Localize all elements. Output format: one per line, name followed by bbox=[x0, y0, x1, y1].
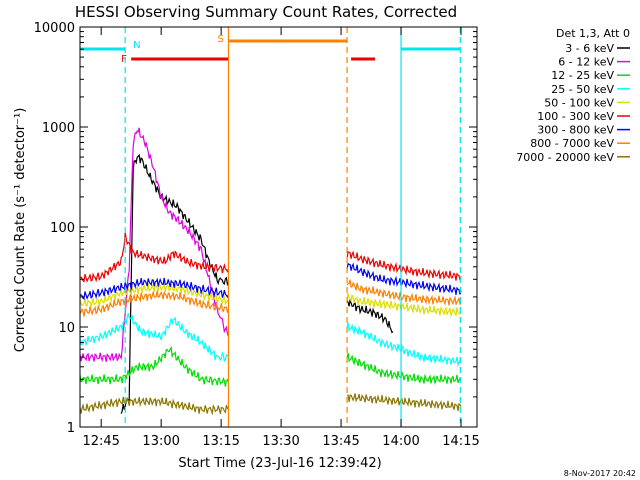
series-line-50-100-kev bbox=[79, 282, 229, 307]
series-line-3-6-kev-after-gap bbox=[346, 299, 394, 334]
flag-label-s: S bbox=[217, 34, 223, 45]
x-tick-label: 13:00 bbox=[142, 434, 179, 449]
y-tick-label: 10000 bbox=[34, 21, 75, 36]
series-line-300-800-kev-after-gap bbox=[346, 262, 462, 295]
series-line-7000-20000-kev-after-gap bbox=[347, 393, 462, 412]
legend-label: 50 - 100 keV bbox=[544, 96, 614, 109]
series-line-50-100-kev-after-gap bbox=[346, 292, 462, 318]
y-axis-label: Corrected Count Rate (s⁻¹ detector⁻¹) bbox=[13, 108, 28, 353]
flag-label-n: N bbox=[133, 40, 140, 51]
series-line-800-7000-kev-after-gap bbox=[346, 279, 462, 306]
series-line-7000-20000-kev bbox=[79, 396, 229, 416]
legend-label: 12 - 25 keV bbox=[551, 69, 614, 82]
data-gap bbox=[228, 45, 347, 426]
legend-header: Det 1,3, Att 0 bbox=[556, 27, 630, 40]
legend-label: 7000 - 20000 keV bbox=[516, 151, 614, 164]
footer-timestamp: 8-Nov-2017 20:42 bbox=[564, 469, 636, 478]
y-tick-label: 1000 bbox=[42, 121, 75, 136]
legend-label: 3 - 6 keV bbox=[565, 42, 614, 55]
series-line-12-25-kev-after-gap bbox=[346, 352, 462, 386]
series-line-25-50-kev-after-gap bbox=[346, 322, 462, 368]
x-tick-label: 14:15 bbox=[442, 434, 479, 449]
series-line-12-25-kev bbox=[79, 345, 230, 387]
y-tick-label: 1 bbox=[67, 421, 75, 436]
flag-label-f: F bbox=[121, 54, 127, 65]
x-tick-label: 13:15 bbox=[202, 434, 239, 449]
legend-label: 6 - 12 keV bbox=[558, 56, 614, 69]
series-line-6-12-kev bbox=[79, 127, 230, 363]
legend-label: 800 - 7000 keV bbox=[530, 137, 614, 150]
legend-label: 100 - 300 keV bbox=[537, 110, 614, 123]
x-tick-label: 12:45 bbox=[82, 434, 119, 449]
x-axis-label: Start Time (23-Jul-16 12:39:42) bbox=[178, 456, 381, 471]
series-line-100-300-kev bbox=[79, 232, 230, 283]
series-line-300-800-kev bbox=[79, 277, 230, 301]
legend-label: 25 - 50 keV bbox=[551, 83, 614, 96]
x-tick-label: 13:45 bbox=[322, 434, 359, 449]
y-tick-label: 100 bbox=[50, 221, 75, 236]
series-line-25-50-kev bbox=[79, 313, 230, 363]
legend-label: 300 - 800 keV bbox=[537, 124, 614, 137]
x-tick-label: 14:00 bbox=[382, 434, 419, 449]
chart-title: HESSI Observing Summary Count Rates, Cor… bbox=[75, 3, 457, 21]
y-tick-label: 10 bbox=[58, 321, 75, 336]
series-line-100-300-kev-after-gap bbox=[346, 250, 462, 281]
x-tick-label: 13:30 bbox=[262, 434, 299, 449]
series-line-800-7000-kev bbox=[79, 290, 230, 317]
